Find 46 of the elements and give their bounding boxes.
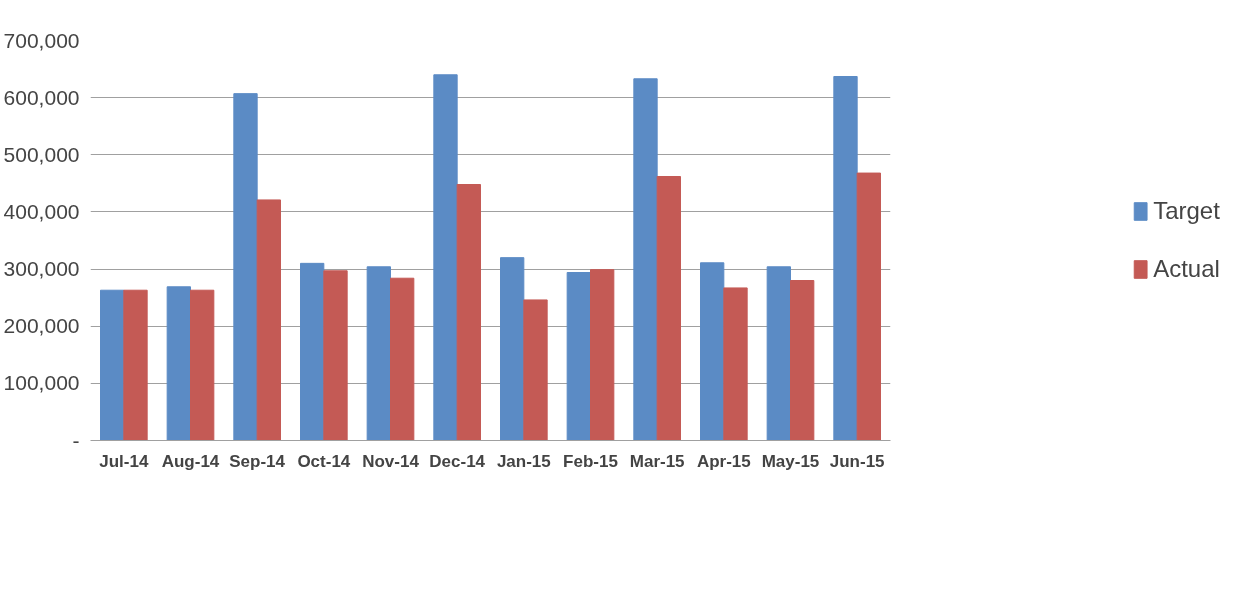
bar <box>523 299 548 441</box>
x-tick-label: Nov-14 <box>362 451 420 471</box>
bar <box>456 184 481 441</box>
x-tick-label: Jan-15 <box>496 451 551 471</box>
bar <box>433 74 458 441</box>
bar <box>566 272 591 441</box>
y-tick-label: - <box>72 428 80 452</box>
x-tick-label: Mar-15 <box>629 451 685 471</box>
bar <box>166 286 191 441</box>
x-tick-label: Feb-15 <box>563 451 618 471</box>
x-tick-label: Jun-15 <box>829 451 885 471</box>
x-tick-label: May-15 <box>761 451 820 471</box>
bar <box>700 262 725 441</box>
bar <box>123 289 148 441</box>
bar <box>766 266 791 441</box>
bar <box>790 280 815 441</box>
bar <box>656 176 681 441</box>
bar <box>723 287 748 441</box>
x-tick-label: Sep-14 <box>229 451 286 471</box>
legend-label: Target <box>1153 197 1220 225</box>
y-tick-label: 100,000 <box>3 371 80 395</box>
bar <box>633 78 658 441</box>
y-tick-label: 500,000 <box>3 142 80 166</box>
bar <box>366 266 391 441</box>
bar <box>500 257 525 441</box>
bar <box>256 199 281 441</box>
x-tick-label: Oct-14 <box>297 451 351 471</box>
legend-label: Actual <box>1153 255 1220 283</box>
x-tick-label: Apr-15 <box>696 451 751 471</box>
bar <box>833 76 858 441</box>
bar <box>100 289 125 441</box>
x-tick-label: Aug-14 <box>161 451 220 471</box>
x-tick-label: Dec-14 <box>429 451 486 471</box>
x-tick-label: Jul-14 <box>99 451 149 471</box>
y-tick-label: 200,000 <box>3 314 80 338</box>
bar <box>233 93 258 441</box>
bar <box>190 289 215 441</box>
y-tick-label: 600,000 <box>3 85 80 109</box>
bar <box>323 270 348 441</box>
bar <box>390 277 415 441</box>
y-tick-label: 400,000 <box>3 199 80 223</box>
bar <box>300 262 325 441</box>
bar <box>590 269 615 441</box>
y-tick-label: 300,000 <box>3 257 80 281</box>
bar <box>856 172 881 441</box>
y-tick-label: 700,000 <box>3 28 80 52</box>
